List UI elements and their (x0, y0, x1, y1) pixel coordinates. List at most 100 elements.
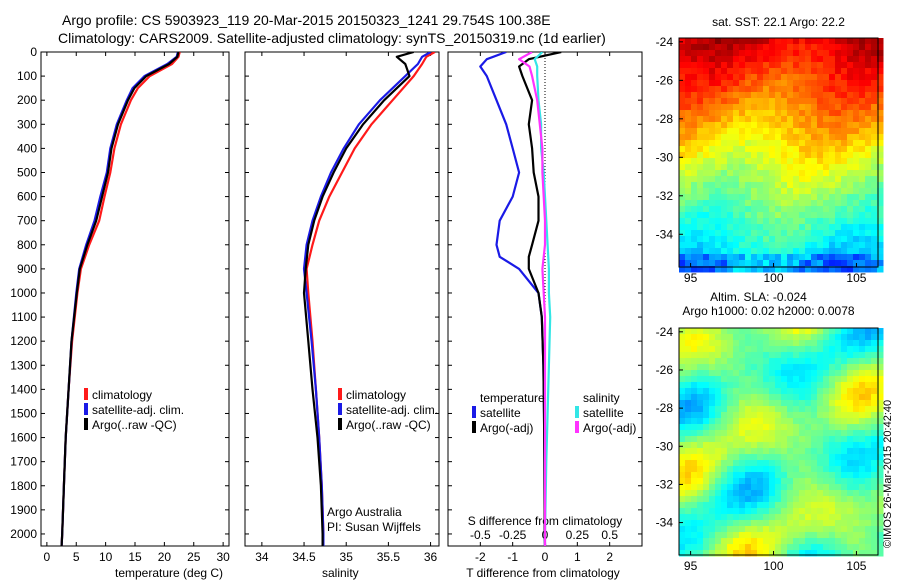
heatmap-cell (853, 230, 860, 237)
figure-title-line-2: Climatology: CARS2009. Satellite-adjuste… (58, 30, 606, 46)
heatmap-cell (739, 68, 746, 75)
heatmap-cell (751, 466, 758, 473)
heatmap-cell (703, 508, 710, 515)
heatmap-cell (691, 128, 698, 135)
heatmap-cell (817, 514, 824, 521)
heatmap-cell (793, 520, 800, 527)
heatmap-cell (793, 538, 800, 545)
heatmap-cell (799, 218, 806, 225)
heatmap-cell (739, 176, 746, 183)
heatmap-cell (769, 110, 776, 117)
heatmap-cell (793, 502, 800, 509)
heatmap-cell (871, 520, 878, 527)
heatmap-cell (769, 406, 776, 413)
heatmap-cell (745, 254, 752, 261)
heatmap-cell (805, 328, 812, 335)
heatmap-cell (709, 526, 716, 533)
heatmap-cell (853, 44, 860, 51)
heatmap-cell (739, 364, 746, 371)
heatmap-cell (811, 218, 818, 225)
heatmap-cell (703, 550, 710, 557)
heatmap-cell (739, 254, 746, 261)
heatmap-cell (847, 520, 854, 527)
heatmap-cell (841, 508, 848, 515)
heatmap-cell (877, 104, 884, 111)
heatmap-cell (823, 454, 830, 461)
heatmap-cell (769, 328, 776, 335)
heatmap-cell (865, 50, 872, 57)
heatmap-cell (835, 538, 842, 545)
heatmap-cell (757, 116, 764, 123)
heatmap-cell (811, 56, 818, 63)
heatmap-cell (841, 236, 848, 243)
heatmap-cell (817, 388, 824, 395)
heatmap-cell (685, 514, 692, 521)
heatmap-cell (739, 526, 746, 533)
heatmap-cell (715, 388, 722, 395)
legend-label: climatology (92, 388, 152, 402)
heatmap-cell (865, 68, 872, 75)
heatmap-cell (805, 206, 812, 213)
heatmap-cell (841, 460, 848, 467)
heatmap-cell (829, 406, 836, 413)
heatmap-cell (871, 254, 878, 261)
heatmap-cell (745, 50, 752, 57)
heatmap-cell (877, 406, 884, 413)
heatmap-cell (829, 146, 836, 153)
heatmap-cell (769, 254, 776, 261)
heatmap-cell (715, 352, 722, 359)
heatmap-cell (793, 248, 800, 255)
heatmap-cell (865, 520, 872, 527)
heatmap-cell (805, 544, 812, 551)
heatmap-cell (847, 122, 854, 129)
heatmap-cell (793, 442, 800, 449)
heatmap-cell (835, 484, 842, 491)
heatmap-cell (799, 436, 806, 443)
heatmap-cell (817, 38, 824, 45)
heatmap-cell (841, 544, 848, 551)
heatmap-cell (727, 146, 734, 153)
heatmap-cell (823, 346, 830, 353)
heatmap-cell (793, 388, 800, 395)
heatmap-cell (763, 454, 770, 461)
heatmap-cell (757, 200, 764, 207)
heatmap-cell (871, 448, 878, 455)
heatmap-cell (709, 400, 716, 407)
heatmap-cell (793, 490, 800, 497)
heatmap-cell (853, 544, 860, 551)
heatmap-cell (871, 260, 878, 267)
heatmap-cell (793, 484, 800, 491)
heatmap-cell (775, 44, 782, 51)
heatmap-cell (793, 128, 800, 135)
heatmap-cell (769, 448, 776, 455)
heatmap-cell (775, 436, 782, 443)
y-tick-label: 1800 (10, 479, 37, 493)
series-line (517, 52, 547, 546)
heatmap-cell (781, 472, 788, 479)
heatmap-cell (727, 394, 734, 401)
heatmap-cell (871, 212, 878, 219)
heatmap-cell (775, 206, 782, 213)
heatmap-cell (733, 400, 740, 407)
heatmap-cell (811, 466, 818, 473)
heatmap-cell (793, 176, 800, 183)
heatmap-cell (841, 254, 848, 261)
heatmap-cell (829, 260, 836, 267)
figure-title-line-1: Argo profile: CS 5903923_119 20-Mar-2015… (62, 12, 551, 28)
heatmap-cell (871, 98, 878, 105)
heatmap-cell (853, 352, 860, 359)
heatmap-cell (877, 490, 884, 497)
heatmap-cell (697, 502, 704, 509)
heatmap-cell (811, 134, 818, 141)
heatmap-cell (727, 352, 734, 359)
heatmap-cell (739, 146, 746, 153)
heatmap-cell (769, 236, 776, 243)
heatmap-cell (847, 400, 854, 407)
heatmap-cell (871, 152, 878, 159)
heatmap-cell (835, 38, 842, 45)
heatmap-cell (757, 364, 764, 371)
heatmap-cell (787, 442, 794, 449)
heatmap-cell (703, 50, 710, 57)
heatmap-cell (829, 502, 836, 509)
heatmap-cell (793, 544, 800, 551)
